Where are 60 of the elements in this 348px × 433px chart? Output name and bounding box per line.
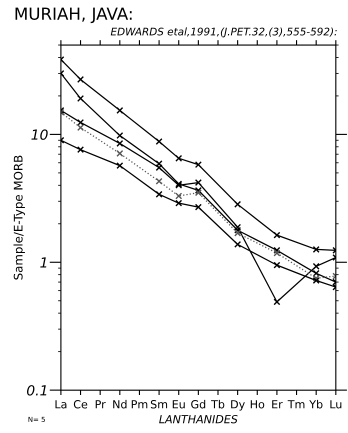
- point: [175, 192, 182, 200]
- x-tick-label: Nd: [113, 400, 126, 408]
- point: [234, 240, 242, 248]
- point: [194, 189, 202, 196]
- point: [312, 246, 320, 253]
- x-tick-label: Yb: [309, 400, 322, 408]
- x-tick-label: Ho: [250, 400, 264, 408]
- x-tick-label: Pm: [132, 400, 148, 408]
- point: [116, 106, 124, 114]
- y-axis-title: Sample/E-Type MORB: [14, 156, 25, 280]
- point: [156, 178, 163, 185]
- x-tick-label: Tm: [288, 400, 304, 408]
- x-tick-label: Eu: [172, 400, 185, 408]
- point: [175, 200, 182, 207]
- point: [116, 150, 124, 157]
- x-tick-label: Tb: [211, 400, 224, 408]
- y-tick-label: 1: [40, 257, 46, 268]
- point: [273, 232, 280, 239]
- point: [194, 179, 202, 186]
- point: [156, 190, 163, 198]
- point: [77, 76, 84, 83]
- point: [194, 186, 202, 194]
- point: [156, 160, 163, 168]
- point: [175, 154, 182, 162]
- point: [273, 262, 280, 269]
- point: [194, 161, 202, 168]
- point: [77, 124, 84, 132]
- point: [234, 200, 242, 208]
- point: [312, 270, 320, 277]
- y-tick-label: 0.1: [27, 385, 46, 396]
- chart-title: MURIAH, JAVA:: [16, 8, 132, 24]
- point: [77, 95, 84, 102]
- chart-subtitle: EDWARDS etal,1991,(J.PET.32,(3),555-592):: [110, 27, 337, 38]
- x-tick-label: Er: [272, 400, 283, 408]
- point: [116, 162, 124, 170]
- point: [273, 298, 280, 306]
- point: [156, 138, 163, 145]
- point: [194, 204, 202, 211]
- point: [273, 250, 280, 257]
- point: [116, 132, 124, 139]
- point: [234, 230, 242, 237]
- y-tick-label: 10: [31, 129, 48, 140]
- x-tick-label: Pr: [96, 400, 106, 408]
- point: [77, 118, 84, 126]
- point: [234, 226, 242, 234]
- x-tick-label: La: [55, 400, 66, 408]
- x-axis-title: LANTHANIDES: [159, 414, 238, 424]
- point: [77, 146, 84, 154]
- point: [156, 164, 163, 172]
- point: [312, 277, 320, 284]
- x-tick-label: Ce: [74, 400, 88, 408]
- point: [273, 246, 280, 254]
- point: [312, 262, 320, 270]
- x-tick-label: Sm: [150, 400, 168, 408]
- point: [116, 140, 124, 147]
- x-tick-label: Dy: [231, 400, 245, 411]
- x-tick-label: Gd: [191, 400, 206, 408]
- point: [234, 224, 242, 231]
- x-tick-label: Lu: [330, 400, 342, 408]
- point: [312, 274, 320, 282]
